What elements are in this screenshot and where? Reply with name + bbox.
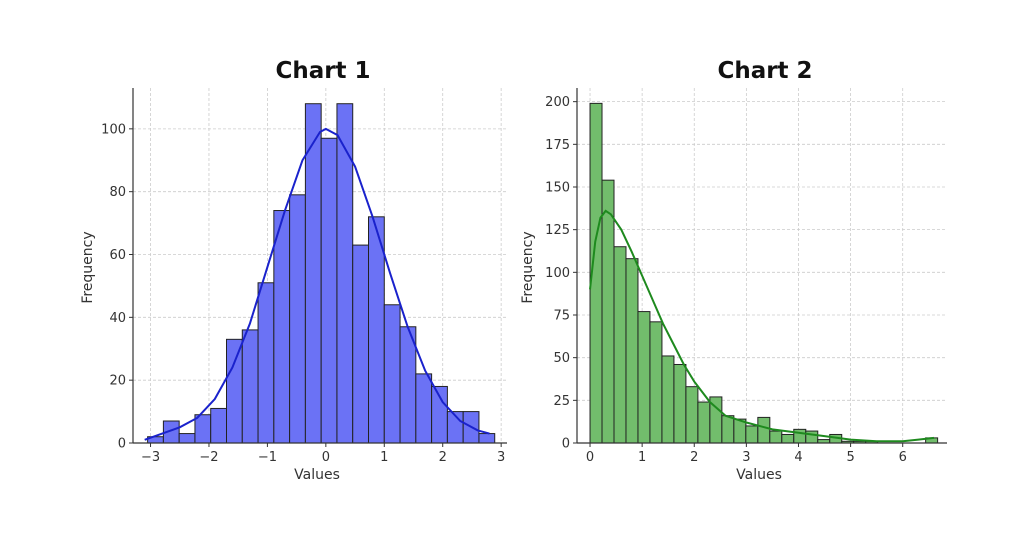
histogram-bar — [781, 433, 795, 444]
y-tick-label: 75 — [553, 308, 570, 323]
y-tick-label: 200 — [545, 95, 570, 110]
chart-1-panel: −3 −2 −1 0 1 2 3 0 20 40 60 80 100 Chart 1 Values Frequ… — [80, 58, 507, 483]
histogram-bar — [805, 430, 819, 444]
chart-2-panel: 0 1 2 3 4 5 6 0 25 50 75 100 125 150 175 200 Chart 2 Valu… — [520, 58, 947, 483]
histogram-bar — [721, 415, 735, 444]
histogram-bar — [241, 329, 259, 444]
histogram-bar — [697, 401, 711, 444]
y-axis-title: Frequency — [80, 231, 96, 303]
x-tick-label: 2 — [690, 450, 698, 465]
y-tick-label: 25 — [553, 394, 570, 409]
histogram-bar — [257, 282, 275, 444]
histogram-bar — [625, 258, 639, 444]
y-tick-label: 80 — [109, 185, 126, 200]
y-tick-label: 0 — [562, 437, 570, 452]
histogram-bar — [613, 246, 627, 444]
x-axis-title: Values — [294, 467, 340, 483]
x-tick-label: 3 — [497, 450, 505, 465]
y-tick-label: 175 — [545, 138, 570, 153]
histogram-bar — [601, 179, 615, 444]
x-tick-label: 2 — [439, 450, 447, 465]
y-tick-label: 150 — [545, 180, 570, 195]
histogram-bar — [178, 433, 196, 444]
histogram-bar — [289, 194, 306, 444]
histogram-bar — [673, 363, 687, 444]
y-tick-label: 100 — [101, 122, 126, 137]
histogram-bar — [383, 304, 401, 444]
histogram-bar — [320, 137, 338, 444]
y-tick-label: 100 — [545, 266, 570, 281]
x-axis-title: Values — [736, 467, 782, 483]
y-tick-label: 20 — [109, 374, 126, 389]
kde-line — [144, 127, 490, 441]
histogram-bar — [661, 355, 675, 444]
histogram-bar — [210, 407, 228, 444]
x-tick-label: 6 — [899, 450, 907, 465]
histogram-bar — [415, 373, 433, 444]
histogram-bar — [685, 386, 699, 444]
x-tick-label: 3 — [742, 450, 750, 465]
x-tick-label: 1 — [380, 450, 388, 465]
histogram-bar — [649, 321, 663, 444]
histogram-bar — [399, 326, 417, 444]
x-tick-label: −1 — [258, 450, 277, 465]
histogram-bar — [745, 425, 759, 444]
histogram-bar — [368, 216, 385, 444]
histogram-bar — [273, 210, 291, 444]
x-tick-label: 0 — [322, 450, 330, 465]
x-tick-label: −2 — [199, 450, 218, 465]
y-axis-title: Frequency — [520, 231, 536, 303]
y-tick-label: 40 — [109, 311, 126, 326]
y-tick-label: 50 — [553, 351, 570, 366]
chart-title: Chart 1 — [275, 58, 370, 84]
histogram-bar — [226, 338, 243, 444]
kde-line — [589, 209, 935, 443]
histogram-bar — [757, 416, 771, 444]
y-tick-label: 125 — [545, 223, 570, 238]
x-tick-label: 5 — [846, 450, 854, 465]
x-tick-label: 0 — [586, 450, 594, 465]
x-tick-label: −3 — [141, 450, 160, 465]
y-tick-label: 60 — [109, 248, 126, 263]
x-tick-label: 1 — [638, 450, 646, 465]
histogram-bar — [336, 103, 354, 444]
x-tick-label: 4 — [794, 450, 802, 465]
histogram-bar — [304, 103, 322, 444]
chart-title: Chart 2 — [717, 58, 812, 84]
histogram-bar — [769, 430, 783, 444]
histogram-bar — [637, 311, 651, 444]
y-tick-label: 0 — [118, 437, 126, 452]
histogram-bar — [352, 244, 370, 444]
histogram-bar — [478, 433, 496, 444]
